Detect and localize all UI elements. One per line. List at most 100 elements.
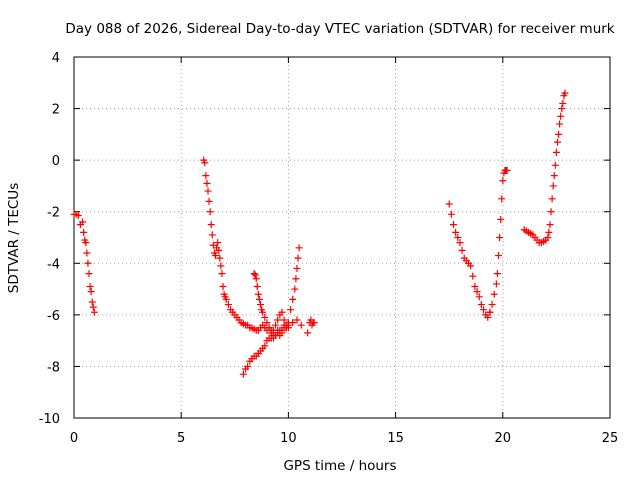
- data-point: [310, 319, 318, 327]
- data-point: [205, 197, 213, 205]
- data-point: [488, 301, 496, 309]
- data-point: [79, 218, 87, 226]
- data-point: [546, 221, 554, 229]
- data-point: [445, 200, 453, 208]
- data-point: [218, 270, 226, 278]
- data-point: [449, 221, 457, 229]
- data-point: [253, 282, 261, 290]
- data-point: [499, 177, 507, 185]
- data-point: [495, 252, 503, 260]
- data-point: [254, 290, 262, 298]
- y-tick-label: 0: [52, 154, 60, 169]
- data-point: [561, 89, 569, 97]
- data-point: [456, 239, 464, 247]
- data-point: [208, 231, 216, 239]
- data-point: [477, 301, 485, 309]
- data-point: [458, 246, 466, 254]
- data-point: [224, 301, 232, 309]
- data-point: [289, 295, 297, 303]
- data-point: [257, 301, 265, 309]
- chart-title: Day 088 of 2026, Sidereal Day-to-day VTE…: [65, 21, 614, 37]
- grid: [74, 57, 610, 418]
- x-tick-label: 5: [177, 431, 185, 446]
- data-point: [86, 282, 94, 290]
- y-tick-labels: -10 -8 -6 -4 -2 0 2 4: [39, 51, 60, 427]
- data-point: [503, 166, 511, 174]
- data-points: [70, 89, 569, 378]
- data-point: [201, 159, 209, 167]
- data-point: [217, 262, 225, 270]
- data-point: [84, 259, 92, 267]
- data-point: [265, 324, 273, 332]
- data-point: [272, 321, 280, 329]
- data-point: [548, 195, 556, 203]
- data-point: [255, 295, 263, 303]
- data-point: [204, 187, 212, 195]
- data-point: [555, 130, 563, 138]
- data-point: [216, 254, 224, 262]
- y-tick-label: -4: [47, 257, 60, 272]
- data-point: [203, 179, 211, 187]
- data-point: [252, 275, 260, 283]
- data-point: [550, 172, 558, 180]
- data-point: [304, 329, 312, 337]
- data-point: [239, 370, 247, 378]
- data-point: [469, 272, 477, 280]
- data-point: [250, 270, 258, 278]
- data-point: [80, 228, 88, 236]
- data-point: [545, 228, 553, 236]
- data-point: [293, 316, 301, 324]
- data-point: [261, 313, 269, 321]
- data-point: [557, 112, 565, 120]
- data-point: [244, 362, 252, 370]
- data-point: [83, 249, 91, 257]
- data-point: [278, 308, 286, 316]
- data-point: [214, 239, 222, 247]
- data-point: [89, 303, 97, 311]
- data-point: [88, 298, 96, 306]
- y-tick-label: 2: [52, 103, 60, 118]
- data-point: [207, 221, 215, 229]
- data-point: [490, 290, 498, 298]
- data-point: [293, 264, 301, 272]
- data-point: [471, 282, 479, 290]
- data-point: [206, 208, 214, 216]
- data-point: [274, 326, 282, 334]
- y-tick-label: -2: [47, 206, 60, 221]
- data-point: [473, 288, 481, 296]
- data-point: [447, 210, 455, 218]
- data-point: [497, 215, 505, 223]
- data-point: [278, 329, 286, 337]
- data-point: [289, 319, 297, 327]
- data-point: [454, 234, 462, 241]
- data-point: [90, 308, 98, 316]
- data-point: [492, 280, 500, 288]
- data-point: [549, 182, 557, 190]
- plot-frame: [73, 56, 611, 419]
- data-point: [297, 321, 305, 329]
- data-point: [287, 306, 295, 314]
- data-point: [551, 161, 559, 169]
- data-point: [552, 148, 560, 156]
- y-tick-label: -8: [47, 360, 60, 375]
- data-point: [295, 244, 303, 252]
- data-point: [553, 138, 561, 146]
- data-point: [467, 262, 475, 270]
- axis-ticks: [73, 56, 611, 419]
- data-point: [212, 252, 220, 260]
- data-point: [480, 306, 488, 314]
- data-point: [498, 195, 506, 203]
- y-tick-label: 4: [52, 51, 60, 66]
- x-tick-label: 0: [70, 431, 78, 446]
- data-point: [452, 228, 460, 236]
- y-tick-label: -6: [47, 309, 60, 324]
- data-point: [547, 208, 555, 216]
- data-point: [282, 324, 290, 332]
- data-point: [87, 288, 95, 296]
- data-point: [493, 270, 501, 278]
- data-point: [291, 285, 299, 293]
- data-point: [222, 295, 230, 303]
- y-tick-label: -10: [39, 412, 60, 427]
- data-point: [294, 254, 302, 262]
